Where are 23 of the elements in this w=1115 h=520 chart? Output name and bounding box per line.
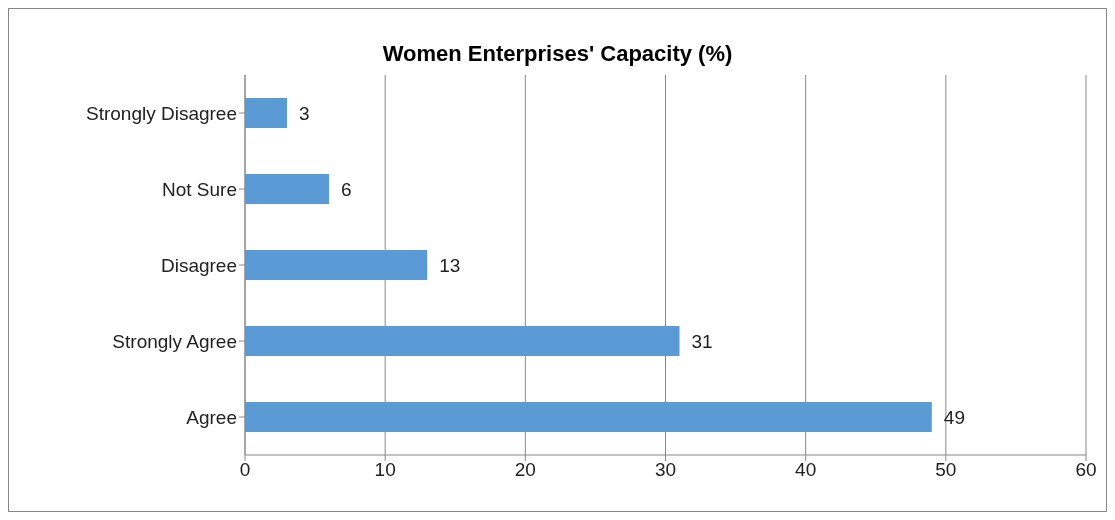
bar — [245, 250, 428, 280]
y-tick-label: Strongly Agree — [112, 330, 237, 352]
data-label: 13 — [439, 254, 461, 276]
y-tick-label: Not Sure — [162, 178, 237, 200]
x-tick-label: 0 — [239, 459, 251, 481]
x-tick-label: 40 — [795, 459, 817, 481]
chart-title: Women Enterprises' Capacity (%) — [381, 40, 734, 66]
y-tick-label: Strongly Disagree — [85, 102, 237, 124]
x-tick-label: 20 — [514, 459, 536, 481]
x-tick-label: 50 — [935, 459, 957, 481]
y-tick-label: Disagree — [160, 254, 237, 276]
data-label: 31 — [691, 330, 713, 352]
bar — [245, 326, 680, 356]
data-label: 3 — [299, 102, 310, 124]
x-tick-label: 10 — [374, 459, 396, 481]
x-tick-label: 60 — [1075, 459, 1097, 481]
y-tick-label: Agree — [186, 406, 237, 428]
data-label: 49 — [943, 406, 965, 428]
bar — [245, 402, 932, 432]
x-tick-label: 30 — [654, 459, 677, 481]
bar — [245, 98, 288, 128]
data-label: 6 — [341, 178, 352, 200]
bar — [245, 174, 330, 204]
